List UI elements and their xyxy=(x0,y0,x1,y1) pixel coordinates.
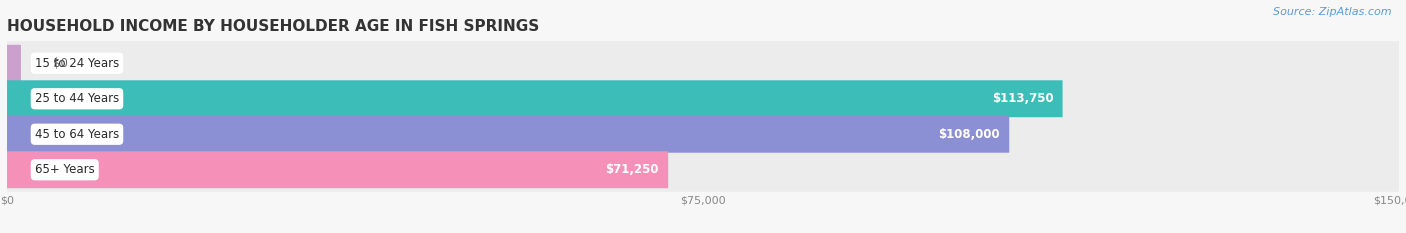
Text: HOUSEHOLD INCOME BY HOUSEHOLDER AGE IN FISH SPRINGS: HOUSEHOLD INCOME BY HOUSEHOLDER AGE IN F… xyxy=(7,19,540,34)
Text: $71,250: $71,250 xyxy=(606,163,659,176)
FancyBboxPatch shape xyxy=(7,41,1399,85)
Text: $0: $0 xyxy=(53,57,69,70)
Text: $113,750: $113,750 xyxy=(991,92,1053,105)
FancyBboxPatch shape xyxy=(7,112,1399,156)
Text: 15 to 24 Years: 15 to 24 Years xyxy=(35,57,120,70)
Text: $108,000: $108,000 xyxy=(938,128,1000,141)
FancyBboxPatch shape xyxy=(7,151,668,188)
Text: 45 to 64 Years: 45 to 64 Years xyxy=(35,128,120,141)
FancyBboxPatch shape xyxy=(7,116,1010,153)
Text: 25 to 44 Years: 25 to 44 Years xyxy=(35,92,120,105)
FancyBboxPatch shape xyxy=(7,148,1399,192)
FancyBboxPatch shape xyxy=(7,80,1063,117)
FancyBboxPatch shape xyxy=(7,45,21,82)
Text: Source: ZipAtlas.com: Source: ZipAtlas.com xyxy=(1274,7,1392,17)
Text: 65+ Years: 65+ Years xyxy=(35,163,94,176)
FancyBboxPatch shape xyxy=(7,77,1399,121)
